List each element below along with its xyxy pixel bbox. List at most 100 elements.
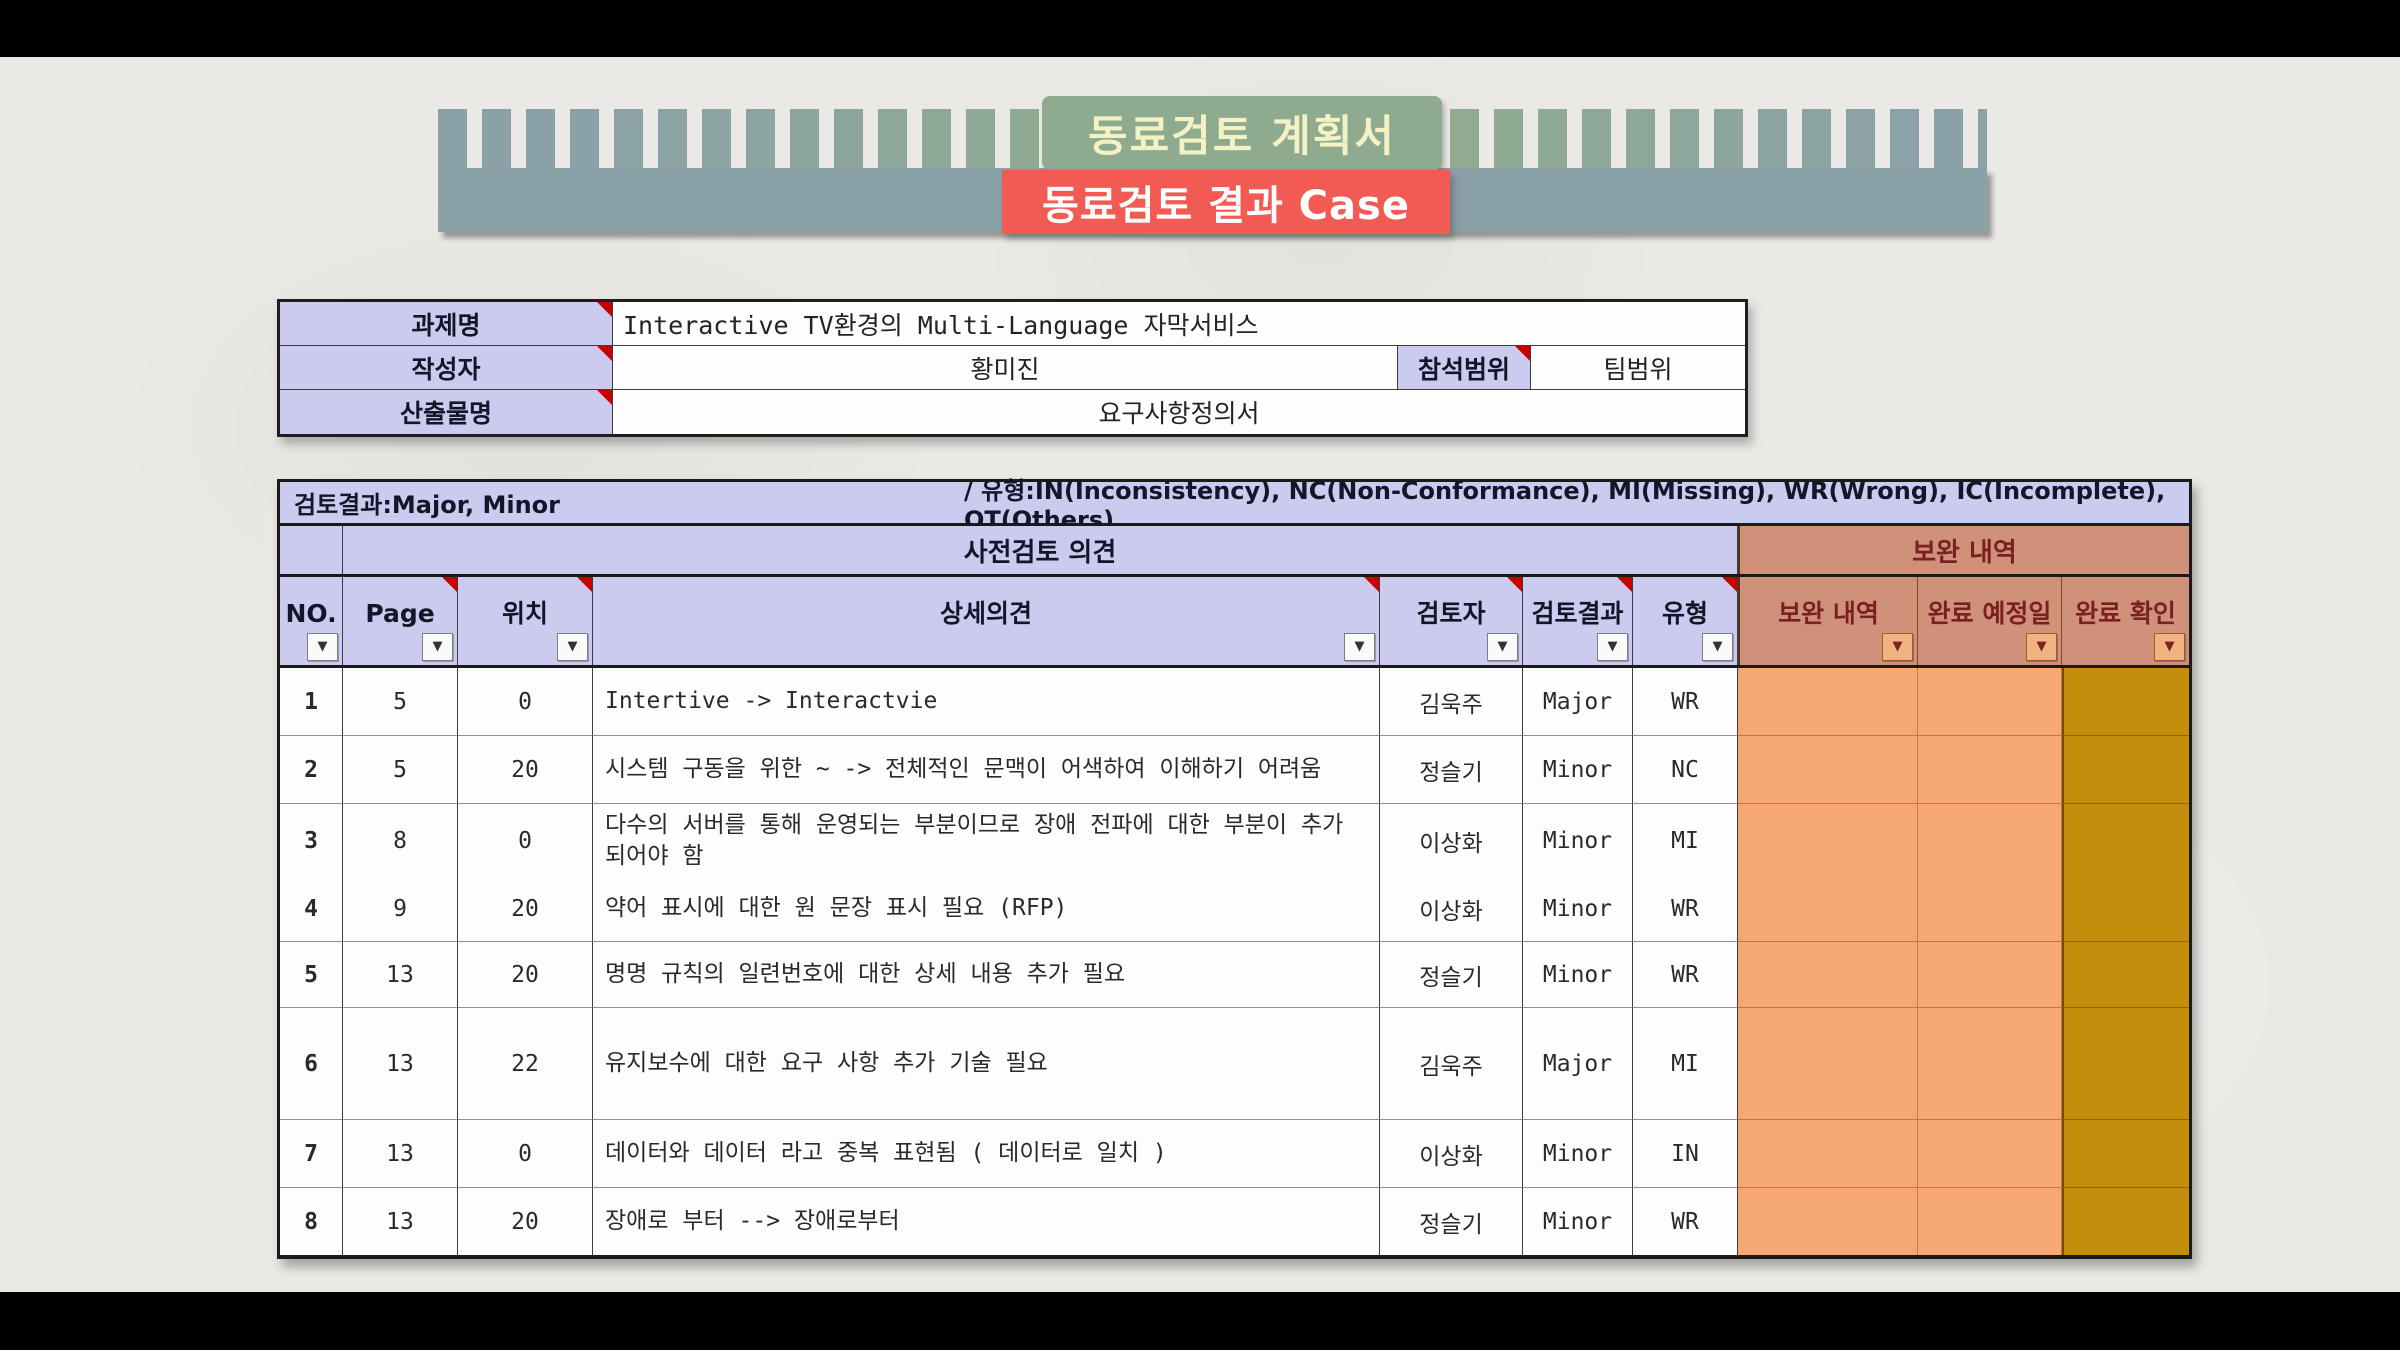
legend-row: 검토결과:Major, Minor / 유형:IN(Inconsistency)… bbox=[280, 477, 2189, 534]
author-label-cell: 작성자 bbox=[280, 346, 613, 390]
group-header-row: 사전검토 의견 보완 내역 bbox=[280, 526, 2189, 577]
cell-detail: 명명 규칙의 일련번호에 대한 상세 내용 추가 필요 bbox=[593, 942, 1380, 1008]
cell-type: IN bbox=[1633, 1120, 1738, 1188]
table-row: 4 9 20 약어 표시에 대한 원 문장 표시 필요 (RFP) 이상화 Mi… bbox=[280, 876, 2189, 942]
cell-due bbox=[1918, 1008, 2062, 1120]
filter-dropdown-icon[interactable]: ▼ bbox=[2154, 633, 2185, 661]
cell-detail: 유지보수에 대한 요구 사항 추가 기술 필요 bbox=[593, 1008, 1380, 1120]
plan-title-text: 동료검토 계획서 bbox=[1088, 112, 1396, 162]
cell-due bbox=[1918, 804, 2062, 880]
cell-reviewer: 정슬기 bbox=[1380, 942, 1523, 1008]
cell-type: NC bbox=[1633, 736, 1738, 804]
filter-dropdown-icon[interactable]: ▼ bbox=[1487, 633, 1518, 661]
cell-due bbox=[1918, 876, 2062, 942]
col-header-detail: 상세의견 ▼ bbox=[593, 577, 1380, 665]
table-row: 3 8 0 다수의 서버를 통해 운영되는 부분이므로 장애 전파에 대한 부분… bbox=[280, 804, 2189, 880]
col-header-due: 완료 예정일 ▼ bbox=[1918, 577, 2062, 665]
legend-type-text: / 유형:IN(Inconsistency), NC(Non-Conforman… bbox=[964, 477, 2166, 534]
table-row: 2 5 20 시스템 구동을 위한 ~ -> 전체적인 문맥이 어색하여 이해하… bbox=[280, 736, 2189, 804]
cell-page: 9 bbox=[343, 876, 458, 942]
info-row-author: 작성자 황미진 참석범위 팀범위 bbox=[280, 346, 1745, 390]
artifact-label-cell: 산출물명 bbox=[280, 390, 613, 434]
col-header-location: 위치 ▼ bbox=[458, 577, 593, 665]
col-header-page: Page ▼ bbox=[343, 577, 458, 665]
cell-reviewer: 이상화 bbox=[1380, 1120, 1523, 1188]
cell-result: Minor bbox=[1523, 1188, 1633, 1255]
project-info-table: 과제명 Interactive TV환경의 Multi-Language 자막서… bbox=[277, 299, 1748, 437]
case-title-banner: 동료검토 결과 Case bbox=[1002, 170, 1450, 234]
cell-no: 8 bbox=[280, 1188, 343, 1255]
project-value-cell: Interactive TV환경의 Multi-Language 자막서비스 bbox=[613, 302, 1745, 346]
cell-reviewer: 이상화 bbox=[1380, 804, 1523, 880]
cell-no: 5 bbox=[280, 942, 343, 1008]
cell-location: 20 bbox=[458, 736, 593, 804]
table-row: 6 13 22 유지보수에 대한 요구 사항 추가 기술 필요 김욱주 Majo… bbox=[280, 1008, 2189, 1120]
cell-page: 8 bbox=[343, 804, 458, 880]
cell-page: 13 bbox=[343, 942, 458, 1008]
cell-detail: Intertive -> Interactvie bbox=[593, 668, 1380, 736]
cell-supplement bbox=[1738, 804, 1918, 880]
cell-detail: 다수의 서버를 통해 운영되는 부분이므로 장애 전파에 대한 부분이 추가 되… bbox=[593, 804, 1380, 880]
cell-supplement bbox=[1738, 942, 1918, 1008]
cell-location: 20 bbox=[458, 942, 593, 1008]
case-title-text: 동료검토 결과 Case bbox=[1042, 183, 1410, 229]
filter-dropdown-icon[interactable]: ▼ bbox=[557, 633, 588, 661]
scope-value-cell: 팀범위 bbox=[1531, 346, 1745, 390]
cell-due bbox=[1918, 1120, 2062, 1188]
cell-type: WR bbox=[1633, 668, 1738, 736]
letterbox-top bbox=[0, 0, 2400, 57]
column-header-row: NO. ▼ Page ▼ 위치 ▼ 상세의견 ▼ 검토자 ▼ 검토결과 ▼ bbox=[280, 577, 2189, 668]
col-header-result: 검토결과 ▼ bbox=[1523, 577, 1633, 665]
cell-page: 13 bbox=[343, 1008, 458, 1120]
cell-type: MI bbox=[1633, 1008, 1738, 1120]
col-header-confirm: 완료 확인 ▼ bbox=[2062, 577, 2189, 665]
cell-confirm bbox=[2062, 1188, 2189, 1255]
cell-confirm bbox=[2062, 668, 2189, 736]
plan-title-banner: 동료검토 계획서 bbox=[1042, 96, 1442, 170]
cell-detail: 시스템 구동을 위한 ~ -> 전체적인 문맥이 어색하여 이해하기 어려움 bbox=[593, 736, 1380, 804]
review-results-table: 검토결과:Major, Minor / 유형:IN(Inconsistency)… bbox=[277, 477, 2192, 1259]
project-label-cell: 과제명 bbox=[280, 302, 613, 346]
cell-confirm bbox=[2062, 876, 2189, 942]
filter-dropdown-icon[interactable]: ▼ bbox=[1344, 633, 1375, 661]
filter-dropdown-icon[interactable]: ▼ bbox=[1882, 633, 1913, 661]
legend-result-text: 검토결과:Major, Minor bbox=[294, 491, 561, 519]
cell-type: WR bbox=[1633, 876, 1738, 942]
cell-no: 2 bbox=[280, 736, 343, 804]
cell-due bbox=[1918, 942, 2062, 1008]
cell-result: Major bbox=[1523, 1008, 1633, 1120]
cell-page: 5 bbox=[343, 736, 458, 804]
letterbox-bottom bbox=[0, 1292, 2400, 1350]
cell-type: WR bbox=[1633, 1188, 1738, 1255]
filter-dropdown-icon[interactable]: ▼ bbox=[2026, 633, 2057, 661]
table-row: 1 5 0 Intertive -> Interactvie 김욱주 Major… bbox=[280, 668, 2189, 736]
cell-result: Minor bbox=[1523, 942, 1633, 1008]
cell-location: 0 bbox=[458, 804, 593, 880]
cell-confirm bbox=[2062, 1008, 2189, 1120]
info-row-artifact: 산출물명 요구사항정의서 bbox=[280, 390, 1745, 434]
cell-confirm bbox=[2062, 736, 2189, 804]
filter-dropdown-icon[interactable]: ▼ bbox=[1597, 633, 1628, 661]
filter-dropdown-icon[interactable]: ▼ bbox=[422, 633, 453, 661]
author-value-cell: 황미진 bbox=[613, 346, 1398, 390]
cell-no: 6 bbox=[280, 1008, 343, 1120]
cell-location: 20 bbox=[458, 1188, 593, 1255]
cell-type: MI bbox=[1633, 804, 1738, 880]
group-header-spacer bbox=[280, 526, 343, 574]
cell-reviewer: 정슬기 bbox=[1380, 736, 1523, 804]
cell-no: 3 bbox=[280, 804, 343, 880]
cell-due bbox=[1918, 668, 2062, 736]
filter-dropdown-icon[interactable]: ▼ bbox=[1702, 633, 1733, 661]
cell-result: Minor bbox=[1523, 736, 1633, 804]
col-header-reviewer: 검토자 ▼ bbox=[1380, 577, 1523, 665]
cell-supplement bbox=[1738, 1120, 1918, 1188]
cell-page: 13 bbox=[343, 1188, 458, 1255]
cell-result: Minor bbox=[1523, 876, 1633, 942]
cell-detail: 데이터와 데이터 라고 중복 표현됨 ( 데이터로 일치 ) bbox=[593, 1120, 1380, 1188]
cell-reviewer: 김욱주 bbox=[1380, 1008, 1523, 1120]
cell-reviewer: 정슬기 bbox=[1380, 1188, 1523, 1255]
col-header-supplement: 보완 내역 ▼ bbox=[1738, 577, 1918, 665]
filter-dropdown-icon[interactable]: ▼ bbox=[307, 633, 338, 661]
cell-supplement bbox=[1738, 1188, 1918, 1255]
info-row-project: 과제명 Interactive TV환경의 Multi-Language 자막서… bbox=[280, 302, 1745, 346]
